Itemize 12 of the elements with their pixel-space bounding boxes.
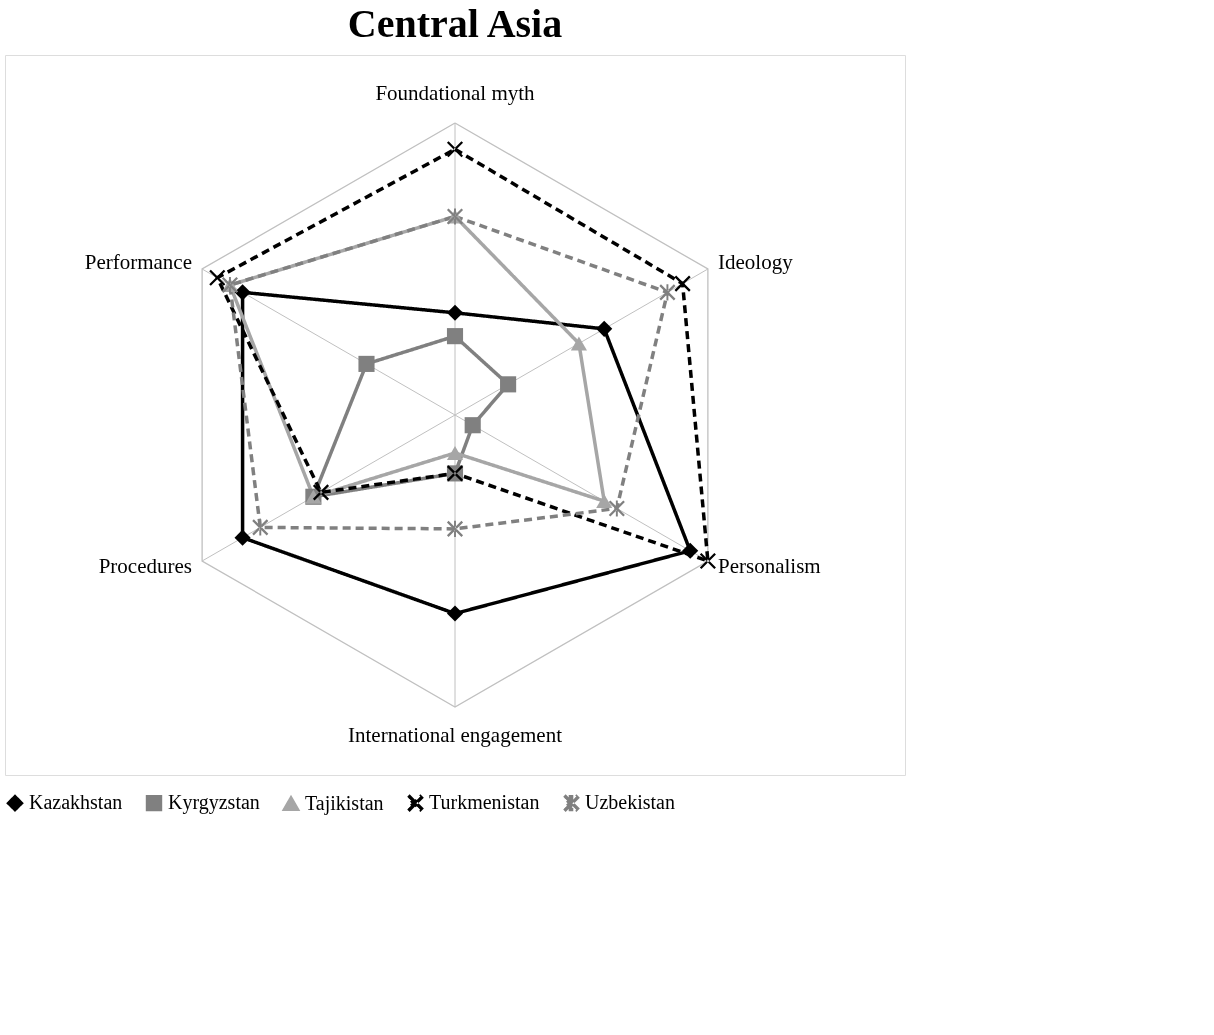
spoke-label: Foundational myth xyxy=(375,80,536,105)
spoke-label: International engagement xyxy=(348,723,563,748)
spoke-label: Performance xyxy=(84,250,193,275)
legend-label: Tajikistan xyxy=(305,791,384,815)
chart-title: Central Asia xyxy=(347,1,563,46)
spoke-label: Procedures xyxy=(98,553,193,578)
legend-label: Kyrgyzstan xyxy=(168,791,260,815)
legend-label: Uzbekistan xyxy=(585,791,675,814)
legend-label: Turkmenistan xyxy=(429,791,540,814)
spoke-label: Personalism xyxy=(717,553,821,578)
legend-label: Kazakhstan xyxy=(29,791,123,814)
spoke-label: Ideology xyxy=(717,250,794,275)
